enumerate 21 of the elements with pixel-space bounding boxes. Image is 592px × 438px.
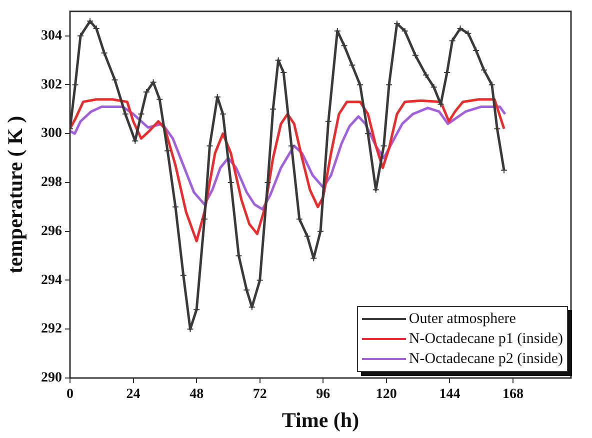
y-tick-label: 304 bbox=[41, 28, 62, 44]
x-tick-label: 48 bbox=[190, 387, 204, 402]
x-tick-label: 72 bbox=[252, 387, 267, 402]
y-tick-label: 294 bbox=[41, 272, 62, 288]
x-tick-label: 0 bbox=[66, 387, 74, 402]
x-tick-label: 96 bbox=[316, 387, 330, 402]
y-tick-label: 302 bbox=[41, 77, 62, 92]
y-tick-label: 296 bbox=[41, 224, 62, 239]
x-tick-label: 144 bbox=[439, 387, 460, 402]
legend-label: N-Octadecane p2 (inside) bbox=[408, 350, 563, 369]
legend-label: N-Octadecane p1 (inside) bbox=[408, 330, 563, 349]
y-tick-label: 300 bbox=[41, 126, 62, 142]
x-tick-label: 24 bbox=[126, 387, 140, 402]
legend-label: Outer atmosphere bbox=[408, 310, 516, 329]
y-axis-title: temperature ( K ) bbox=[3, 116, 28, 274]
y-tick-label: 292 bbox=[41, 322, 62, 337]
x-axis-title: Time (h) bbox=[282, 408, 360, 432]
y-tick-label: 298 bbox=[41, 175, 62, 190]
x-tick-label: 168 bbox=[502, 387, 524, 402]
x-tick-label: 120 bbox=[376, 387, 397, 402]
y-tick-label: 290 bbox=[41, 370, 62, 386]
